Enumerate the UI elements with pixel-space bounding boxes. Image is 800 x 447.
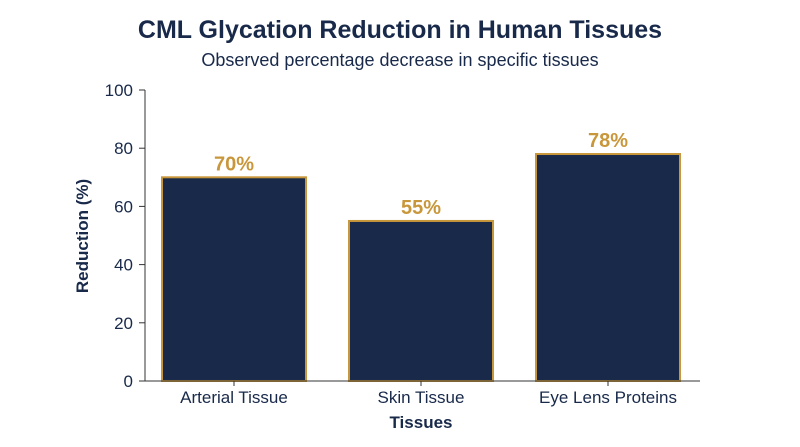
y-axis: 0 20 40 60 80 100 bbox=[105, 81, 146, 391]
y-tick-label: 60 bbox=[114, 197, 133, 216]
y-tick-label: 100 bbox=[105, 81, 133, 100]
data-label: 70% bbox=[214, 153, 254, 175]
x-axis: Arterial Tissue Skin Tissue Eye Lens Prote… bbox=[145, 380, 700, 407]
x-tick-label: Skin Tissue bbox=[378, 388, 465, 407]
data-label: 55% bbox=[401, 197, 441, 219]
bar bbox=[348, 219, 494, 382]
x-axis-title: Tissues bbox=[389, 413, 452, 432]
y-tick-label: 20 bbox=[114, 314, 133, 333]
y-axis-title: Reduction (%) bbox=[73, 179, 92, 293]
y-tick-label: 40 bbox=[114, 256, 133, 275]
bars-group: 70% 55% 78% bbox=[161, 130, 681, 382]
y-tick-label: 80 bbox=[114, 139, 133, 158]
bar bbox=[161, 176, 307, 382]
x-tick-label: Eye Lens Proteins bbox=[539, 388, 677, 407]
x-tick-label: Arterial Tissue bbox=[180, 388, 288, 407]
chart-title: CML Glycation Reduction in Human Tissues bbox=[138, 16, 662, 44]
data-label: 78% bbox=[588, 130, 628, 152]
chart-subtitle: Observed percentage decrease in specific… bbox=[201, 50, 598, 70]
bar bbox=[535, 153, 681, 382]
y-tick-label: 0 bbox=[124, 372, 133, 391]
